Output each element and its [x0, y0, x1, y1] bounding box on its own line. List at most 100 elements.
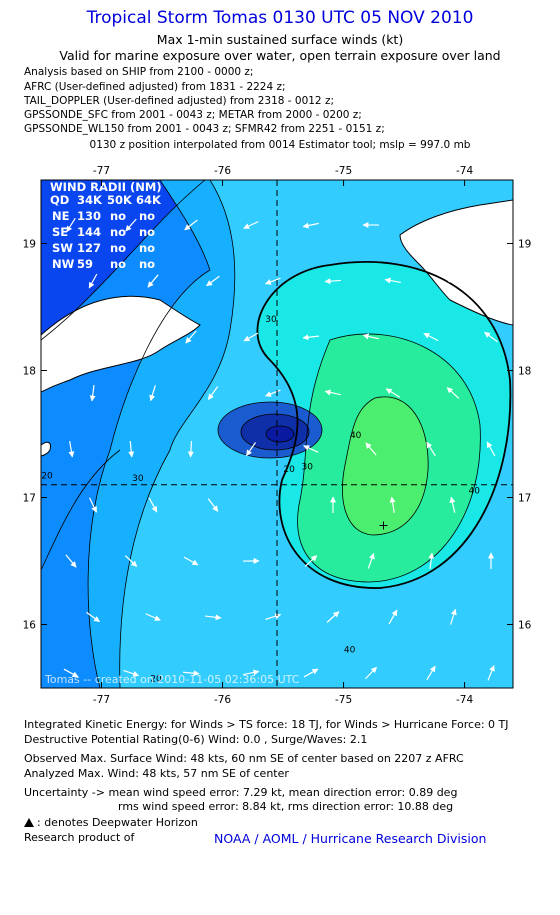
- wind-arrow: [362, 333, 379, 340]
- y-tick-label-right: 16: [518, 620, 532, 632]
- max-wind-marker: [379, 521, 388, 530]
- land-jamaica-edge: [41, 441, 51, 457]
- analyzed-max-wind-line: Analyzed Max. Wind: 48 kts, 57 nm SE of …: [24, 767, 289, 780]
- wind-radii-value: no: [139, 241, 155, 255]
- contour-label: 30: [302, 463, 314, 473]
- wind-radii-value: no: [139, 225, 155, 239]
- wind-radii-value: no: [139, 209, 155, 223]
- wind-radii-value: 59: [77, 257, 93, 271]
- wind-radii-value: no: [110, 225, 126, 239]
- analysis-line: AFRC (User-defined adjusted) from 1831 -…: [24, 81, 286, 93]
- wind-arrow: [482, 221, 499, 229]
- uncertainty-line-2: rms wind speed error: 8.84 kt, rms direc…: [118, 800, 454, 813]
- wind-radii-title: WIND RADII (NM): [50, 180, 162, 194]
- y-tick-label-right: 19: [518, 239, 531, 251]
- wind-arrow: [206, 275, 220, 287]
- wind-arrow: [145, 613, 161, 621]
- center-position-note: 0130 z position interpolated from 0014 E…: [89, 139, 471, 151]
- wind-arrow: [245, 442, 257, 457]
- wind-arrow: [449, 496, 456, 513]
- wind-vectors: [63, 217, 499, 681]
- chart-subtitle-exposure: Valid for marine exposure over water, op…: [59, 48, 501, 63]
- noaa-credit-link[interactable]: NOAA / AOML / Hurricane Research Divisio…: [214, 831, 487, 846]
- wind-arrow: [124, 555, 138, 567]
- contour-label: 30: [132, 474, 144, 484]
- contour-label: 20: [150, 675, 162, 685]
- wind-arrow: [423, 332, 439, 342]
- wind-arrow: [484, 331, 498, 343]
- wind-arrow: [184, 219, 198, 231]
- x-tick-label-top: -77: [93, 165, 110, 177]
- wind-arrow: [302, 334, 320, 341]
- creation-watermark: Tomas -- created on 2010-11-05 02:36:05 …: [44, 673, 300, 686]
- wind-arrow: [389, 496, 396, 513]
- wind-arrow: [125, 218, 137, 232]
- wind-arrow: [66, 217, 76, 233]
- wind-arrow: [65, 554, 77, 568]
- analysis-line: GPSSONDE_WL150 from 2001 - 0043 z; SFMR4…: [24, 123, 385, 135]
- wind-arrow: [487, 665, 495, 681]
- wind-arrow: [67, 329, 74, 346]
- wind-arrow: [426, 441, 436, 457]
- wind-arrow: [428, 552, 435, 570]
- plot-frame: [40, 179, 514, 689]
- x-tick-label-bottom: -77: [93, 694, 110, 706]
- contour-label: 20: [283, 465, 295, 475]
- wind-arrow: [149, 385, 156, 402]
- chart-title: Tropical Storm Tomas 0130 UTC 05 NOV 201…: [86, 8, 474, 28]
- wind-radii-value: no: [110, 257, 126, 271]
- contour-label: 30: [265, 315, 277, 325]
- wind-arrow: [446, 387, 460, 399]
- chart-subtitle-winds: Max 1-min sustained surface winds (kt): [156, 32, 404, 47]
- wind-radii-value: 130: [77, 209, 101, 223]
- y-tick-label-right: 17: [518, 493, 531, 505]
- wind-radii-value: no: [139, 257, 155, 271]
- wind-arrow: [182, 670, 200, 677]
- x-tick-label-bottom: -74: [456, 694, 473, 706]
- wind-arrow: [243, 221, 259, 229]
- contour-label: 40: [350, 431, 362, 441]
- contour-label: 20: [41, 471, 53, 481]
- analysis-line: Analysis based on SHIP from 2100 - 0000 …: [24, 66, 254, 78]
- wind-arrow: [444, 277, 461, 285]
- x-tick-label-bottom: -75: [335, 694, 352, 706]
- wind-arrow: [207, 386, 219, 400]
- wind-arrow: [185, 330, 197, 344]
- wind-arrow: [486, 441, 496, 457]
- land-hispaniola: [399, 199, 513, 326]
- wind-radii-header: 64K: [136, 193, 162, 207]
- wind-arrow: [264, 277, 281, 285]
- wind-field-map: 30 30 30 40 40 40 20 20 20 WIND RADII (NM) QD 34…: [23, 165, 532, 706]
- wind-arrow: [324, 278, 342, 285]
- y-tick-label-left: 16: [23, 620, 37, 632]
- wind-radii-value: no: [110, 209, 126, 223]
- wind-arrow: [68, 441, 75, 458]
- deepwater-horizon-icon: [24, 818, 34, 827]
- wind-arrow: [63, 668, 79, 678]
- research-product-label: Research product of: [24, 831, 135, 844]
- observed-max-wind-line: Observed Max. Surface Wind: 48 kts, 60 n…: [24, 752, 464, 765]
- wind-arrow: [384, 277, 401, 284]
- ike-line: Integrated Kinetic Energy: for Winds > T…: [24, 718, 509, 731]
- wind-arrow: [183, 556, 199, 566]
- destructive-potential-line: Destructive Potential Rating(0-6) Wind: …: [24, 733, 368, 746]
- field-45kt: [342, 396, 429, 535]
- wind-arrow: [388, 609, 398, 625]
- wind-arrow: [450, 608, 457, 625]
- wind-arrow: [243, 332, 259, 342]
- wind-arrow: [365, 442, 377, 456]
- y-tick-label-left: 19: [23, 239, 36, 251]
- field-10kt-nw: [41, 180, 205, 340]
- wind-radii-header: 34K: [77, 193, 103, 207]
- wind-arrow: [204, 614, 222, 621]
- wind-arrow: [364, 666, 378, 680]
- wind-arrow: [303, 668, 319, 678]
- wind-arrow: [123, 669, 140, 677]
- deepwater-horizon-label: : denotes Deepwater Horizon: [37, 816, 198, 829]
- wind-radii-quadrant: NE: [52, 209, 70, 223]
- contour-labels: 30 30 30 40 40 40 20 20 20: [41, 315, 480, 684]
- wind-arrow: [126, 329, 136, 345]
- wind-arrow: [86, 611, 101, 623]
- wind-radii-header: 50K: [107, 193, 133, 207]
- wind-arrow: [422, 221, 439, 228]
